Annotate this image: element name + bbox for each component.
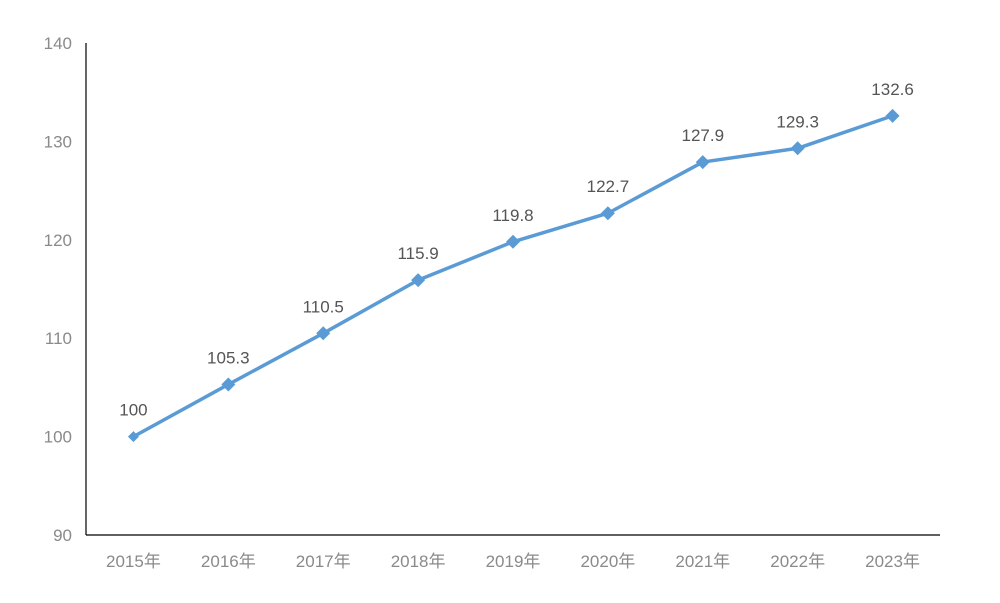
x-tick-label: 2016年: [201, 552, 256, 571]
data-point-marker: [790, 141, 805, 156]
y-axis-ticks: 90 100 110 120 130 140: [44, 34, 72, 545]
x-tick-label: 2021年: [675, 552, 730, 571]
y-tick-label: 130: [44, 132, 72, 151]
y-tick-label: 100: [44, 428, 72, 447]
data-label: 105.3: [207, 348, 250, 367]
data-label: 100: [119, 401, 147, 420]
data-point-marker: [695, 155, 710, 170]
x-tick-label: 2015年: [106, 552, 161, 571]
data-point-marker: [885, 108, 900, 123]
data-label: 110.5: [303, 297, 344, 316]
y-tick-label: 110: [45, 329, 72, 348]
data-point-marker: [411, 273, 426, 288]
y-tick-label: 90: [53, 526, 72, 545]
x-tick-label: 2017年: [296, 552, 351, 571]
data-label: 119.8: [492, 206, 533, 225]
data-point-marker: [506, 234, 520, 249]
data-point-marker: [127, 431, 139, 443]
x-tick-label: 2023年: [865, 552, 920, 571]
data-point-marker: [221, 377, 236, 392]
axes: [85, 43, 940, 536]
series: [127, 108, 900, 443]
x-tick-label: 2022年: [770, 552, 825, 571]
y-tick-label: 120: [44, 231, 72, 250]
data-point-marker: [600, 206, 615, 221]
data-label: 127.9: [682, 126, 725, 145]
data-label: 122.7: [587, 177, 630, 196]
y-tick-label: 140: [44, 34, 72, 53]
x-axis-ticks: 2015年 2016年 2017年 2018年 2019年 2020年 2021年 2022年…: [106, 552, 920, 571]
x-tick-label: 2020年: [580, 552, 635, 571]
data-label: 132.6: [871, 80, 914, 99]
x-tick-label: 2019年: [486, 552, 541, 571]
series-line: [131, 114, 895, 439]
x-tick-label: 2018年: [391, 552, 446, 571]
data-labels: 100 105.3 110.5 115.9 119.8 122.7 127.9 129.3 13…: [119, 80, 914, 420]
data-label: 115.9: [397, 244, 438, 263]
data-point-marker: [316, 326, 331, 341]
data-label: 129.3: [776, 112, 819, 131]
